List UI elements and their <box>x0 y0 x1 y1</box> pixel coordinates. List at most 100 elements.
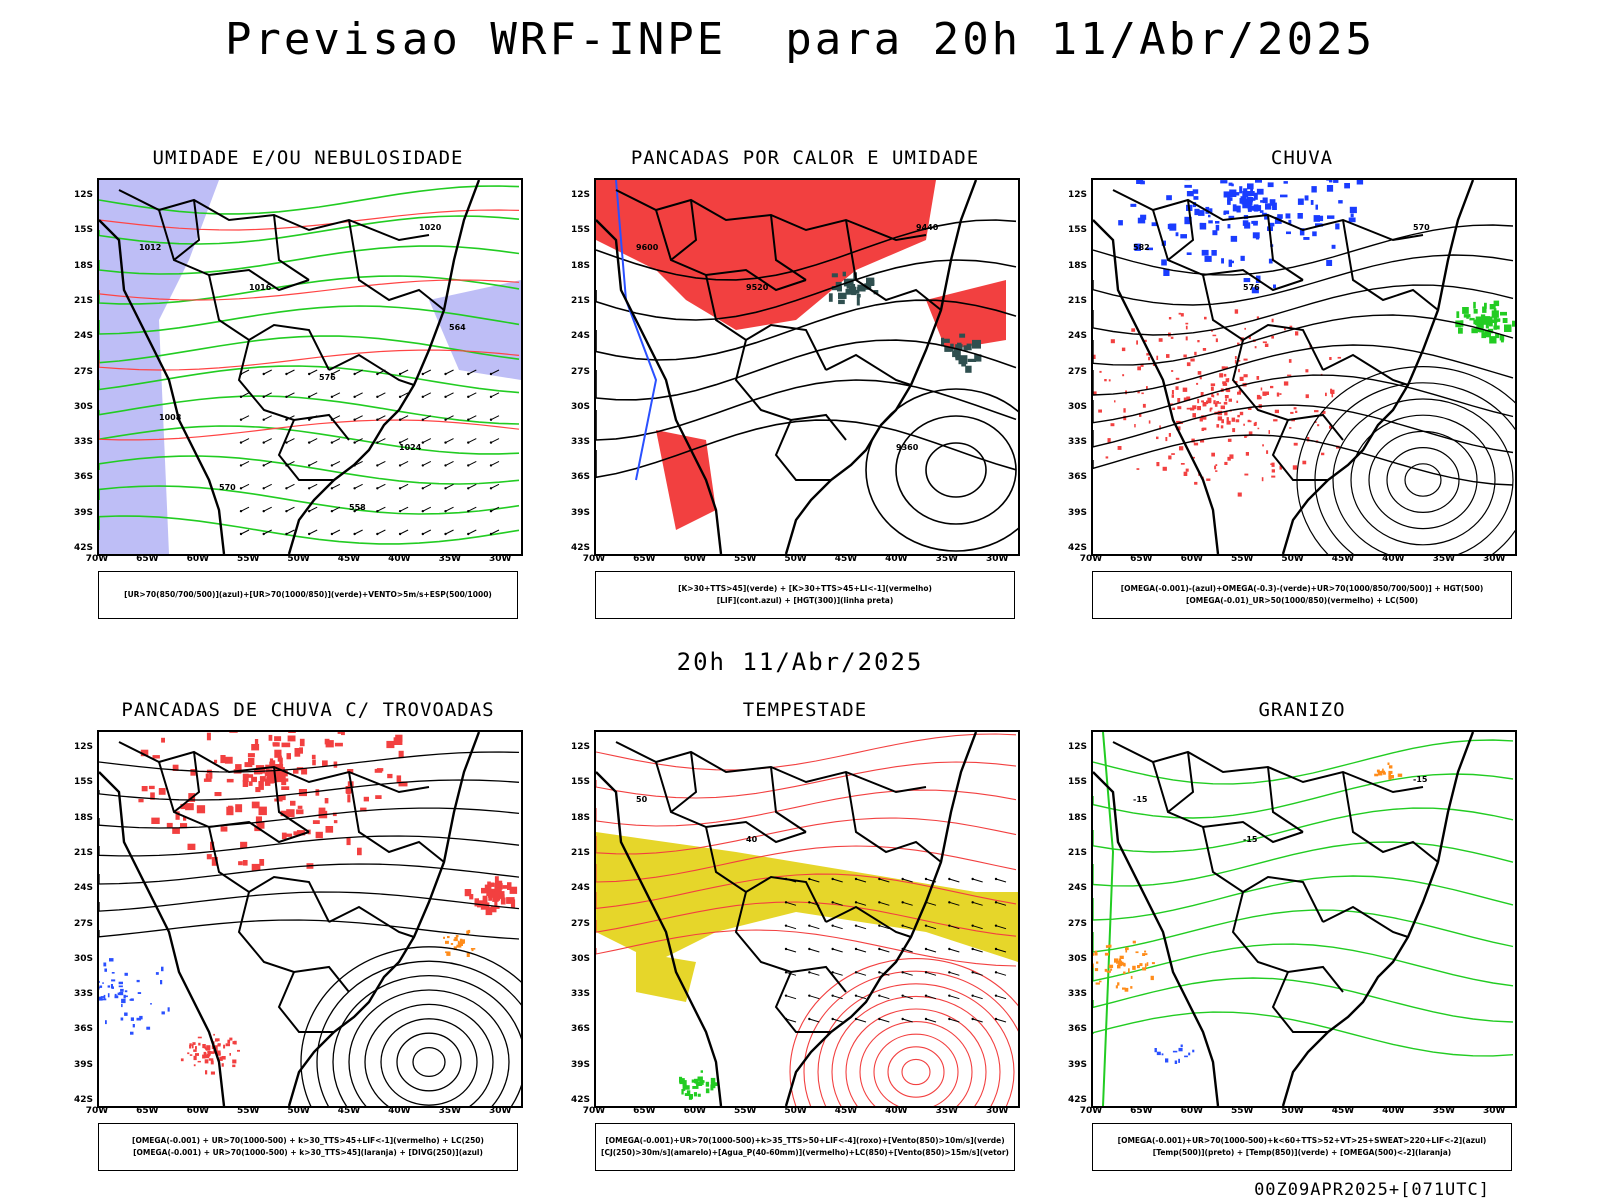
lat-tick: 12S <box>570 190 590 200</box>
lat-tick: 39S <box>73 507 93 518</box>
panel-title: GRANIZO <box>1258 699 1346 721</box>
lon-tick: 45W <box>834 554 858 564</box>
lon-tick: 55W <box>733 1106 757 1116</box>
panel-title: PANCADAS POR CALOR E UMIDADE <box>630 147 980 169</box>
lat-tick: 18S <box>1067 812 1087 823</box>
lat-tick: 39S <box>570 1059 590 1070</box>
lat-tick: 21S <box>1067 295 1087 306</box>
lon-tick: 45W <box>337 1106 361 1116</box>
lat-tick: 27S <box>570 918 590 929</box>
legend-line: [CJ(250)>30m/s](amarelo)+[Agua_P(40-60mm… <box>601 1148 1009 1157</box>
lat-tick: 15S <box>570 225 590 236</box>
lat-tick: 39S <box>1067 1059 1087 1070</box>
lon-tick: 35W <box>438 1106 462 1116</box>
lat-tick: 30S <box>73 401 93 412</box>
lon-tick: 35W <box>935 554 959 564</box>
lat-tick: 39S <box>570 507 590 518</box>
lon-tick: 65W <box>136 1106 159 1116</box>
lat-tick: 24S <box>1067 331 1087 342</box>
lon-tick: 65W <box>633 554 656 564</box>
svg-text:582: 582 <box>1133 243 1150 252</box>
lon-tick: 30W <box>488 554 512 564</box>
svg-text:564: 564 <box>449 323 466 332</box>
lat-tick: 12S <box>73 742 93 752</box>
lon-tick: 30W <box>1482 554 1506 564</box>
lon-tick: 55W <box>733 554 757 564</box>
lat-tick: 12S <box>1067 742 1087 752</box>
lat-tick: 27S <box>73 366 93 377</box>
lat-tick: 36S <box>1067 472 1087 483</box>
lon-tick: 55W <box>236 1106 260 1116</box>
legend-line: [LIF](cont.azul) + [HGT(300)](linha pret… <box>716 596 894 605</box>
lon-tick: 55W <box>1230 554 1254 564</box>
lon-tick: 70W <box>582 1106 606 1116</box>
lat-tick: 39S <box>73 1059 93 1070</box>
lon-tick: 45W <box>1331 554 1355 564</box>
lat-tick: 18S <box>1067 260 1087 271</box>
lon-tick: 30W <box>985 1106 1009 1116</box>
lon-tick: 40W <box>885 1106 908 1116</box>
lon-tick: 50W <box>1281 1106 1304 1116</box>
lat-tick: 36S <box>570 472 590 483</box>
map-canvas: 50 40 <box>596 732 1018 1106</box>
lat-tick: 30S <box>570 953 590 964</box>
svg-text:1020: 1020 <box>419 223 442 232</box>
legend-line: [OMEGA(-0.001)-(azul)+OMEGA(-0.3)-(verde… <box>1120 584 1484 593</box>
svg-text:9440: 9440 <box>916 223 939 232</box>
map-pancadas-trovoadas <box>97 730 523 1108</box>
lat-tick: 33S <box>570 989 590 1000</box>
legend-line: [OMEGA(-0.01)_UR>50(1000/850)(vermelho) … <box>1185 596 1419 605</box>
map-canvas: -15 -15 -15 <box>1093 732 1514 1106</box>
lat-tick: 42S <box>1067 1095 1087 1105</box>
svg-text:1016: 1016 <box>249 283 272 292</box>
svg-text:570: 570 <box>1413 223 1430 232</box>
map-canvas: 1012 1016 1020 1024 1008 576 570 564 558 <box>99 180 521 554</box>
lon-tick: 35W <box>1432 554 1456 564</box>
lat-tick: 15S <box>570 777 590 788</box>
lon-tick: 60W <box>186 554 210 564</box>
lat-tick: 24S <box>1067 883 1087 894</box>
lat-tick: 12S <box>570 742 590 752</box>
lat-tick: 21S <box>570 295 590 306</box>
map-canvas: 582 576 570 <box>1093 180 1515 554</box>
lat-tick: 27S <box>1067 918 1087 929</box>
lon-tick: 50W <box>784 1106 807 1116</box>
lon-tick: 60W <box>1180 554 1204 564</box>
lat-tick: 27S <box>1067 366 1087 377</box>
map-chuva: 582 576 570 <box>1091 178 1517 556</box>
lon-tick: 65W <box>633 1106 656 1116</box>
legend-line: [UR>70(850/700/500)](azul)+[UR>70(1000/8… <box>124 590 492 599</box>
lat-tick: 33S <box>1067 989 1087 1000</box>
mid-title: 20h 11/Abr/2025 <box>676 648 924 676</box>
lon-tick: 40W <box>885 554 908 564</box>
lon-tick: 70W <box>1079 1106 1103 1116</box>
panel-title: PANCADAS DE CHUVA C/ TROVOADAS <box>121 699 495 721</box>
lat-tick: 42S <box>570 543 590 553</box>
lon-tick: 45W <box>834 1106 858 1116</box>
lat-tick: 36S <box>570 1024 590 1035</box>
lon-tick: 35W <box>935 1106 959 1116</box>
svg-text:570: 570 <box>219 483 236 492</box>
lat-tick: 33S <box>73 437 93 448</box>
lon-tick: 30W <box>985 554 1009 564</box>
lat-tick: 27S <box>73 918 93 929</box>
svg-text:40: 40 <box>746 835 758 844</box>
legend-line: [OMEGA(-0.001) + UR>70(1000-500) + k>30_… <box>133 1148 483 1157</box>
svg-text:1024: 1024 <box>399 443 422 452</box>
panel-legend: [OMEGA(-0.001) + UR>70(1000-500) + k>30_… <box>98 1123 518 1171</box>
lat-tick: 18S <box>570 812 590 823</box>
map-tempestade: 50 40 <box>594 730 1020 1108</box>
lat-tick: 42S <box>73 1095 93 1105</box>
lon-tick: 35W <box>1432 1106 1456 1116</box>
main-title: Previsao WRF-INPE para 20h 11/Abr/2025 <box>224 14 1376 65</box>
lat-tick: 15S <box>73 225 93 236</box>
lat-tick: 33S <box>570 437 590 448</box>
map-canvas: 9600 9520 9440 9360 <box>596 180 1018 554</box>
lon-tick: 70W <box>1079 554 1103 564</box>
lat-tick: 24S <box>73 331 93 342</box>
lat-tick: 30S <box>1067 953 1087 964</box>
lat-tick: 27S <box>570 366 590 377</box>
panel-title: UMIDADE E/OU NEBULOSIDADE <box>152 147 464 169</box>
lat-tick: 39S <box>1067 507 1087 518</box>
lat-tick: 42S <box>1067 543 1087 553</box>
